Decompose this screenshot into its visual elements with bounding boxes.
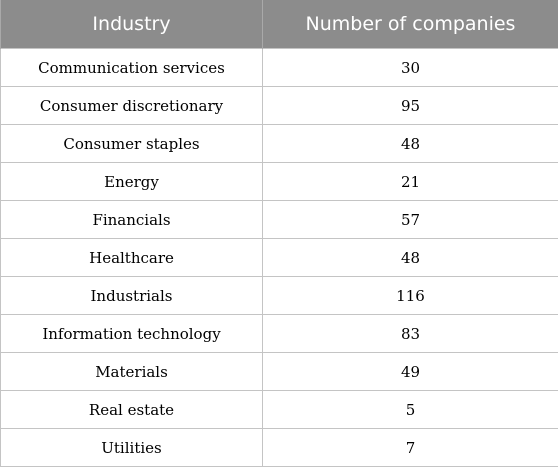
table-row: Financials 57 (0, 200, 558, 239)
count-cell: 57 (262, 200, 558, 239)
table-row: Industrials 116 (0, 276, 558, 315)
industry-cell: Information technology (0, 314, 263, 353)
table-row: Consumer discretionary 95 (0, 86, 558, 125)
table-header: Industry Number of companies (0, 0, 558, 49)
industry-cell: Real estate (0, 390, 263, 429)
count-cell: 116 (262, 276, 558, 315)
table-row: Utilities 7 (0, 428, 558, 467)
table-row: Consumer staples 48 (0, 124, 558, 163)
industry-cell: Utilities (0, 428, 263, 467)
table-row: Materials 49 (0, 352, 558, 391)
count-cell: 5 (262, 390, 558, 429)
count-cell: 95 (262, 86, 558, 125)
header-number-of-companies: Number of companies (262, 0, 558, 49)
industry-cell: Consumer staples (0, 124, 263, 163)
count-cell: 49 (262, 352, 558, 391)
industry-cell: Materials (0, 352, 263, 391)
count-cell: 48 (262, 238, 558, 277)
count-cell: 7 (262, 428, 558, 467)
table-row: Energy 21 (0, 162, 558, 201)
industry-cell: Consumer discretionary (0, 86, 263, 125)
count-cell: 48 (262, 124, 558, 163)
count-cell: 30 (262, 48, 558, 87)
header-row: Industry Number of companies (0, 0, 558, 49)
count-cell: 83 (262, 314, 558, 353)
table-body: Communication services 30 Consumer discr… (0, 48, 558, 467)
industry-cell: Industrials (0, 276, 263, 315)
industry-cell: Financials (0, 200, 263, 239)
table-row: Information technology 83 (0, 314, 558, 353)
table-row: Healthcare 48 (0, 238, 558, 277)
table-row: Communication services 30 (0, 48, 558, 87)
industry-cell: Healthcare (0, 238, 263, 277)
industry-cell: Communication services (0, 48, 263, 87)
header-industry: Industry (0, 0, 263, 49)
table-row: Real estate 5 (0, 390, 558, 429)
industry-cell: Energy (0, 162, 263, 201)
count-cell: 21 (262, 162, 558, 201)
